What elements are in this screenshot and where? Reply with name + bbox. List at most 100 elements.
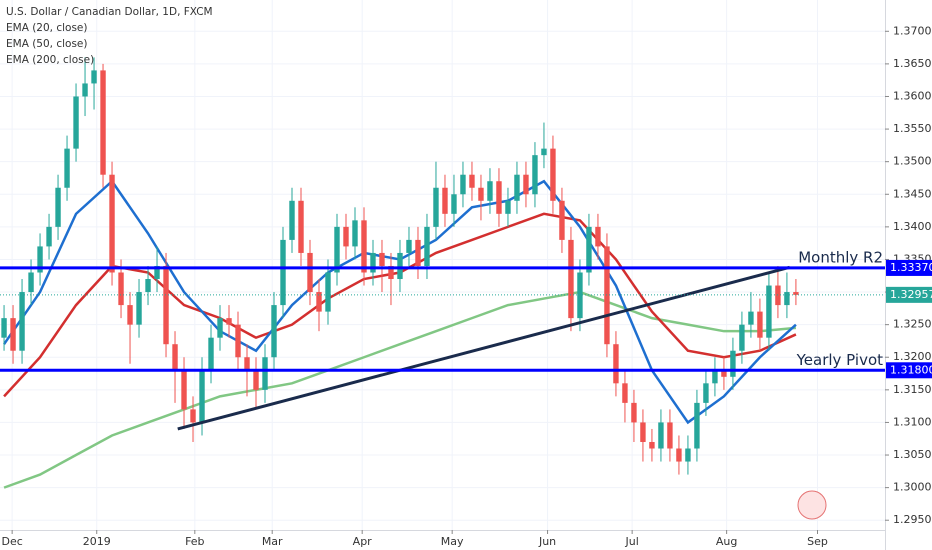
candle-body	[262, 357, 268, 390]
candle-body	[136, 292, 142, 325]
x-tick-label: Feb	[185, 535, 204, 548]
level-label: 1.33370	[890, 261, 932, 274]
candle-body	[568, 239, 574, 319]
candle-body	[343, 226, 349, 247]
candle-body	[55, 187, 61, 227]
x-tick-label: Dec	[1, 535, 22, 548]
last-price-box	[886, 286, 932, 303]
x-tick-label: Mar	[262, 535, 283, 548]
candle-body	[370, 252, 376, 273]
candle-body	[334, 226, 340, 273]
candle-body	[397, 252, 403, 280]
candle-body	[559, 200, 565, 240]
candle-body	[10, 318, 16, 351]
candle-body	[586, 226, 592, 273]
candle-body	[505, 200, 511, 214]
y-tick-label: 1.37000	[893, 24, 932, 37]
candle-body	[253, 370, 259, 390]
candle-body	[703, 383, 709, 403]
candle-body	[244, 357, 250, 371]
last-price-label: 1.32957	[890, 288, 932, 301]
candle-body	[748, 311, 754, 325]
candle-body	[487, 181, 493, 201]
candle-body	[28, 272, 34, 293]
candle-body	[541, 148, 547, 156]
x-tick-label: Apr	[353, 535, 373, 548]
candle-body	[352, 220, 358, 247]
candle-body	[271, 305, 277, 358]
y-tick-label: 1.31000	[893, 415, 932, 428]
candle-body	[442, 187, 448, 214]
candle-body	[667, 422, 673, 449]
candle-body	[199, 370, 205, 423]
candle-body	[316, 292, 322, 312]
candle-body	[721, 370, 727, 377]
x-tick-label: Jun	[538, 535, 556, 548]
candle-body	[460, 174, 466, 195]
candle-body	[298, 200, 304, 253]
candle-body	[91, 70, 97, 84]
candle-body	[109, 174, 115, 273]
legend: U.S. Dollar / Canadian Dollar, 1D, FXCM …	[6, 6, 213, 66]
candle-body	[766, 285, 772, 338]
candle-body	[469, 174, 475, 188]
x-tick-label: Aug	[716, 535, 737, 548]
candle-body	[361, 220, 367, 273]
chart-title: U.S. Dollar / Canadian Dollar, 1D, FXCM	[6, 6, 213, 18]
candle-body	[514, 174, 520, 201]
y-tick-label: 1.29500	[893, 513, 932, 526]
candle-body	[415, 239, 421, 266]
candle-body	[739, 324, 745, 351]
candle-body	[280, 239, 286, 306]
trendline	[177, 265, 790, 431]
x-tick-label: May	[441, 535, 464, 548]
level-box	[886, 259, 932, 276]
candle-body	[379, 252, 385, 266]
candle-body	[289, 200, 295, 240]
grid	[0, 0, 885, 530]
candle-body	[730, 350, 736, 377]
candle-body	[154, 265, 160, 280]
candle-body	[235, 324, 241, 358]
candle-body	[658, 422, 664, 449]
logo	[797, 490, 827, 520]
candle-body	[433, 187, 439, 227]
level-name: Yearly Pivot	[796, 351, 884, 369]
candle-body	[226, 318, 232, 325]
candle-body	[406, 239, 412, 253]
candle-body	[73, 96, 79, 149]
candle-body	[640, 422, 646, 442]
candle-body	[217, 318, 223, 338]
candle-body	[793, 292, 799, 295]
y-tick-label: 1.31500	[893, 383, 932, 396]
candle-body	[496, 181, 502, 214]
candle-body	[676, 448, 682, 462]
level-label: 1.31800	[890, 363, 932, 376]
candle-body	[100, 70, 106, 175]
legend-entry: EMA (50, close)	[6, 38, 88, 50]
candle-body	[784, 292, 790, 306]
x-tick-label: Jul	[625, 535, 639, 548]
level-name: Monthly R2	[798, 248, 883, 266]
candle-body	[451, 194, 457, 214]
logo-icon	[797, 490, 827, 520]
y-tick-label: 1.32500	[893, 318, 932, 331]
candle-body	[478, 187, 484, 201]
candle-body	[388, 265, 394, 280]
candle-body	[208, 337, 214, 371]
candle-body	[145, 279, 151, 293]
candle-body	[523, 174, 529, 195]
x-tick-label: 2019	[83, 535, 111, 548]
y-tick-label: 1.30500	[893, 448, 932, 461]
y-tick-label: 1.34500	[893, 187, 932, 200]
plot: Monthly R2 Yearly Pivot	[0, 57, 885, 489]
candle-body	[712, 370, 718, 384]
candle-body	[532, 155, 538, 195]
candle-body	[550, 148, 556, 201]
candle-body	[64, 148, 70, 188]
candle-body	[82, 83, 88, 97]
candle-body	[127, 305, 133, 325]
candle-body	[694, 402, 700, 449]
